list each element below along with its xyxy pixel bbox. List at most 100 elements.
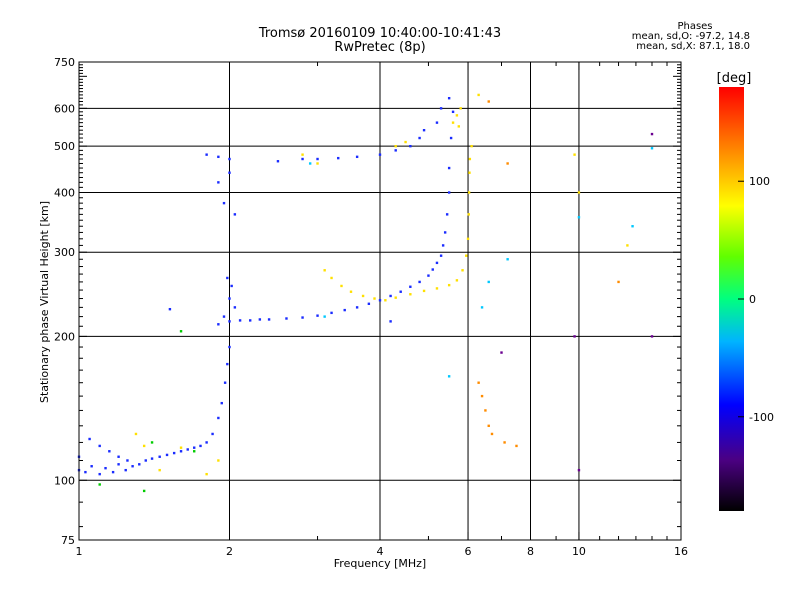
data-point <box>111 470 115 474</box>
data-point <box>468 171 471 174</box>
data-point <box>126 459 129 462</box>
data-point <box>449 136 453 140</box>
data-point <box>394 144 397 148</box>
data-point <box>88 437 91 441</box>
data-point <box>267 318 271 321</box>
data-point <box>193 446 196 449</box>
data-point <box>451 121 455 124</box>
chart-title: Tromsø 20160109 10:40:00-10:41:43 <box>258 26 502 41</box>
data-points-layer <box>77 93 654 493</box>
data-point <box>150 457 154 460</box>
data-point <box>228 157 231 161</box>
phases-summary: Phases mean, sd,O: -97.2, 14.8 mean, sd,… <box>600 22 750 52</box>
x-axis-label: Frequency [MHz] <box>334 557 426 570</box>
data-point <box>484 409 487 412</box>
data-point <box>108 450 111 453</box>
data-point <box>422 128 426 132</box>
data-point <box>179 330 183 333</box>
colorbar-label: [deg] <box>717 71 752 86</box>
data-point <box>222 201 226 205</box>
data-point <box>427 274 430 277</box>
y-tick-label: 400 <box>54 186 75 199</box>
data-point <box>285 317 288 320</box>
data-point <box>98 483 101 486</box>
y-tick-label: 200 <box>54 330 75 343</box>
data-point <box>418 280 421 284</box>
data-point <box>316 162 319 165</box>
y-axis-label: Stationary phase Virtual Height [km] <box>38 201 51 403</box>
x-tick-label: 1 <box>76 545 83 558</box>
data-point <box>90 465 93 468</box>
data-point <box>503 441 506 444</box>
data-point <box>435 121 439 124</box>
data-point <box>399 290 402 293</box>
data-point <box>142 489 146 493</box>
data-point <box>228 171 231 174</box>
data-point <box>447 166 451 170</box>
data-point <box>179 450 183 453</box>
data-point <box>573 335 576 338</box>
data-point <box>441 244 445 247</box>
phases-o-mode: mean, sd,O: -97.2, 14.8 <box>631 31 750 42</box>
data-point <box>131 465 134 468</box>
data-point <box>301 157 304 161</box>
data-point <box>233 306 237 309</box>
data-point <box>223 381 227 384</box>
data-point <box>455 114 459 117</box>
data-point <box>431 268 434 271</box>
data-point <box>144 459 147 462</box>
data-point <box>193 450 196 453</box>
data-point <box>409 293 412 296</box>
data-point <box>308 162 312 165</box>
data-point <box>435 287 439 290</box>
data-point <box>228 320 231 323</box>
data-point <box>451 110 455 114</box>
data-point <box>394 149 397 152</box>
data-point <box>409 144 412 148</box>
data-point <box>138 463 141 466</box>
data-point <box>238 319 242 322</box>
data-point <box>447 96 451 100</box>
data-point <box>228 297 231 300</box>
data-point <box>104 466 107 470</box>
chart-subtitle: RwPretec (8p) <box>334 40 426 55</box>
data-point <box>349 290 353 293</box>
data-point <box>98 444 101 448</box>
data-point <box>439 254 443 257</box>
data-point <box>500 351 503 354</box>
data-point <box>158 468 161 472</box>
data-point <box>447 375 451 378</box>
x-tick-label: 8 <box>527 545 534 558</box>
data-point <box>343 308 346 312</box>
data-point <box>515 444 518 448</box>
data-point <box>480 394 484 398</box>
data-point <box>220 401 223 405</box>
data-point <box>477 381 480 384</box>
data-point <box>577 216 581 219</box>
data-point <box>577 191 581 194</box>
x-tick-label: 6 <box>465 545 472 558</box>
data-point <box>617 280 620 284</box>
data-point <box>394 296 397 299</box>
grid-layer <box>79 62 681 540</box>
data-point <box>487 280 490 284</box>
y-tick-label: 100 <box>54 474 75 487</box>
data-point <box>199 444 202 448</box>
data-point <box>373 297 376 300</box>
data-point <box>443 231 447 234</box>
data-point <box>650 147 654 150</box>
data-point <box>301 153 304 156</box>
data-point <box>323 269 326 272</box>
data-point <box>228 345 231 349</box>
data-point <box>445 213 449 216</box>
data-point <box>650 132 654 136</box>
data-point <box>211 432 214 436</box>
data-point <box>186 448 189 451</box>
data-point <box>506 258 509 261</box>
data-point <box>222 315 226 318</box>
data-point <box>367 302 371 305</box>
data-point <box>226 276 229 280</box>
data-point <box>626 244 629 247</box>
data-point <box>205 472 208 476</box>
